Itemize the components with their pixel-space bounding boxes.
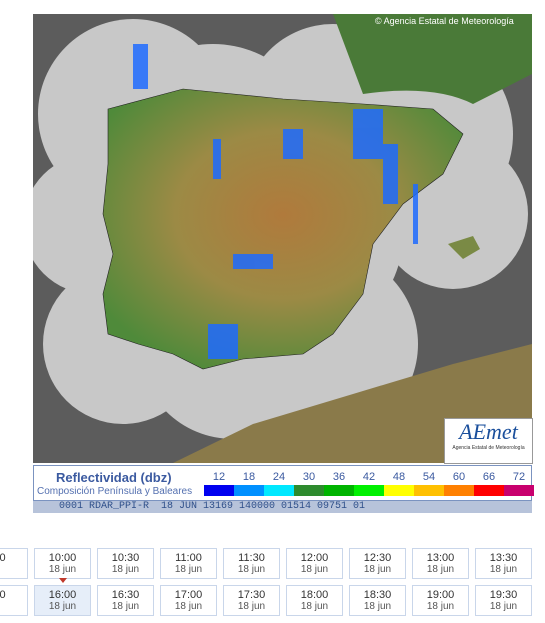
radar-map [33,14,532,463]
legend-label: 24 [272,471,286,483]
legend-label: 18 [242,471,256,483]
time: 16:30 [111,589,140,601]
time-button[interactable]: 12:00 18 jun [286,548,343,579]
legend-subtitle: Composición Península y Baleares [37,486,193,497]
time: 30 [0,589,6,601]
time-button[interactable]: 19:30 18 jun [475,585,532,616]
legend-title: Reflectividad (dbz) [56,470,172,485]
legend-label: 42 [362,471,376,483]
time-button[interactable]: 12:30 18 jun [349,548,406,579]
legend-swatch [294,485,324,496]
date: 18 jun [48,601,77,612]
legend-swatch [384,485,414,496]
legend-label: 12 [212,471,226,483]
time: 10:00 [48,552,77,564]
time: 11:00 [175,552,202,564]
legend-swatch [324,485,354,496]
legend-label: 48 [392,471,406,483]
time-button[interactable]: 17:30 18 jun [223,585,280,616]
time-button[interactable]: 19:00 18 jun [412,585,469,616]
time-button[interactable]: 30 [0,548,28,579]
legend-swatch [474,485,504,496]
date: 18 jun [426,601,455,612]
time: 17:00 [174,589,203,601]
time-button[interactable]: 13:00 18 jun [412,548,469,579]
time: 30 [0,552,6,564]
legend-swatch [504,485,534,496]
logo-name: AEmet [459,419,518,444]
time: 18:30 [363,589,392,601]
legend-swatch [264,485,294,496]
time-button[interactable]: 10:30 18 jun [97,548,154,579]
time: 12:30 [363,552,392,564]
logo-subtitle: Agencia Estatal de Meteorología [452,445,525,451]
time-button[interactable]: 16:00 18 jun [34,585,91,616]
time-button[interactable]: 18:30 18 jun [349,585,406,616]
legend-label: 54 [422,471,436,483]
time: 13:00 [426,552,455,564]
copyright-text: Agencia Estatal de Meteorología [383,16,514,26]
time-button[interactable]: 16:30 18 jun [97,585,154,616]
date: 18 jun [489,564,518,575]
date: 18 jun [111,601,140,612]
legend-swatch [444,485,474,496]
date: 18 jun [426,564,455,575]
date: 18 jun [174,601,203,612]
date: 18 jun [174,564,203,575]
time-button[interactable]: 10:00 18 jun [34,548,91,579]
legend-swatch [414,485,444,496]
time: 10:30 [111,552,140,564]
time-button[interactable]: 13:30 18 jun [475,548,532,579]
date: 18 jun [300,564,329,575]
time: 16:00 [48,589,77,601]
date: 18 jun [489,601,518,612]
legend-label: 30 [302,471,316,483]
date: 18 jun [111,564,140,575]
date: 18 jun [237,601,266,612]
time: 18:00 [300,589,329,601]
legend-label: 36 [332,471,346,483]
date: 18 jun [363,564,392,575]
logo: AEmet Agencia Estatal de Meteorología [444,418,533,464]
date: 18 jun [363,601,392,612]
date: 18 jun [48,564,77,575]
time: 19:30 [489,589,518,601]
legend: Reflectividad (dbz) Composición Penínsul… [33,465,534,501]
legend-swatch [234,485,264,496]
time-button[interactable]: 18:00 18 jun [286,585,343,616]
date: 18 jun [300,601,329,612]
time-button[interactable]: 17:00 18 jun [160,585,217,616]
time: 19:00 [426,589,455,601]
legend-swatch [354,485,384,496]
time-button[interactable]: 30 [0,585,28,616]
legend-label: 60 [452,471,466,483]
time-button[interactable]: 11:00 18 jun [160,548,217,579]
copyright: © Agencia Estatal de Meteorología [375,16,514,26]
legend-swatch [204,485,234,496]
legend-label: 66 [482,471,496,483]
time: 11:30 [238,552,265,564]
time: 13:30 [489,552,518,564]
time: 17:30 [237,589,266,601]
selected-marker [59,578,67,583]
time-button[interactable]: 11:30 18 jun [223,548,280,579]
time: 12:00 [300,552,329,564]
legend-label: 72 [512,471,526,483]
status-bar: 0001 RDAR_PPI-R 18 JUN 13169 140000 0151… [33,501,532,513]
date: 18 jun [237,564,266,575]
